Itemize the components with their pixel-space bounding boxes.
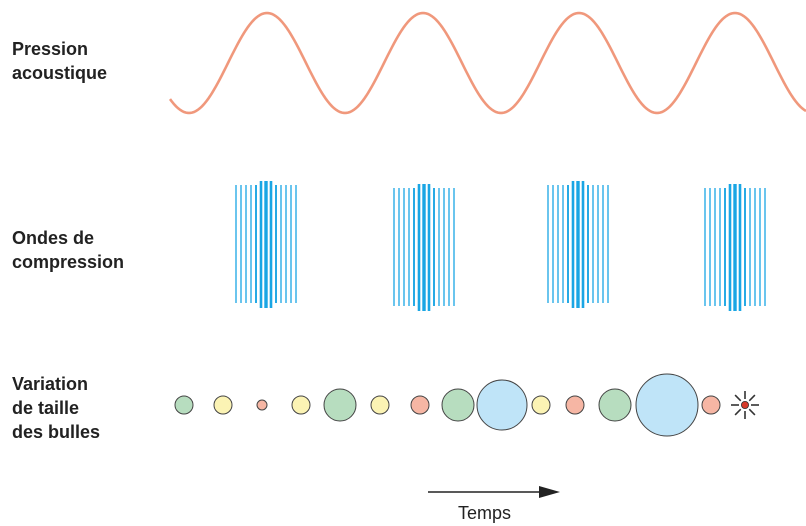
compression-label-line-2: compression	[12, 252, 125, 272]
bubble	[323, 388, 357, 422]
compression-group	[704, 184, 766, 311]
bubble	[635, 373, 699, 437]
bubble	[256, 399, 268, 411]
pressure-label-line-1: Pression	[12, 39, 89, 59]
bubble	[441, 388, 475, 422]
pressure-label: Pression acoustique	[12, 37, 107, 85]
bubbles-label-line-2: de taille	[12, 398, 80, 418]
time-arrow-head	[539, 486, 560, 498]
bubble	[291, 395, 311, 415]
bubbles-label-line-1: Variation	[12, 374, 89, 394]
compression-group	[393, 184, 455, 311]
compression-group	[547, 181, 609, 308]
bubble-sequence	[174, 373, 759, 437]
bubble	[476, 379, 528, 431]
time-label: Temps	[458, 503, 512, 523]
bubble	[370, 395, 390, 415]
pressure-wave	[168, 11, 806, 115]
bubble	[598, 388, 632, 422]
compression-label: Ondes de compression	[12, 226, 124, 274]
pressure-wave-line	[168, 11, 806, 115]
bubble	[701, 395, 721, 415]
bubble	[174, 395, 194, 415]
bubble	[410, 395, 430, 415]
time-arrow	[428, 486, 560, 498]
bubble	[531, 395, 551, 415]
bubble-collapse-burst-icon	[731, 391, 759, 419]
bubble	[213, 395, 233, 415]
bubbles-label: Variation de taille des bulles	[12, 372, 100, 444]
pressure-label-line-2: acoustique	[12, 63, 108, 83]
compression-group	[235, 181, 297, 308]
bubble	[565, 395, 585, 415]
compression-label-line-1: Ondes de	[12, 228, 95, 248]
compression-waves	[235, 181, 766, 311]
bubbles-label-line-3: des bulles	[12, 422, 101, 442]
